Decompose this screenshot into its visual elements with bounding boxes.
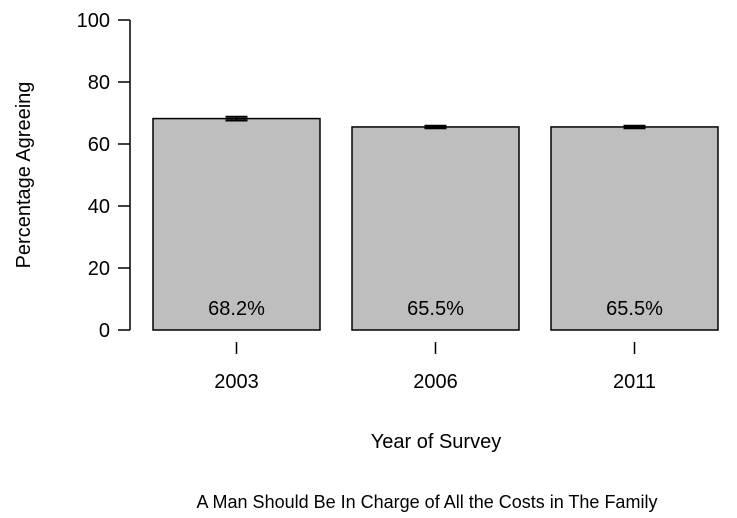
bar-2011	[550, 126, 719, 331]
y-tick-label: 100	[77, 10, 110, 32]
y-ticks: 0 20 40 60 80 100	[77, 10, 130, 342]
x-ticks: 2003 2006 2011	[214, 342, 656, 393]
x-tick-label: 2003	[214, 371, 259, 393]
y-tick-label: 20	[88, 258, 110, 280]
data-label-2006: 65.5%	[407, 298, 464, 320]
y-tick-label: 40	[88, 196, 110, 218]
data-label-2003: 68.2%	[208, 298, 265, 320]
y-axis: 0 20 40 60 80 100	[77, 10, 131, 342]
data-label-2011: 65.5%	[606, 298, 663, 320]
y-tick-label: 0	[99, 320, 110, 342]
bars: 68.2% 65.5% 65.5%	[152, 115, 719, 331]
y-tick-label: 80	[88, 72, 110, 94]
chart-caption: A Man Should Be In Charge of All the Cos…	[197, 492, 658, 512]
y-tick-label: 60	[88, 134, 110, 156]
bar-2006	[351, 126, 520, 331]
x-tick-label: 2006	[413, 371, 458, 393]
x-tick-label: 2011	[613, 371, 656, 393]
y-axis-title: Percentage Agreeing	[13, 82, 35, 269]
x-axis-title: Year of Survey	[371, 431, 501, 453]
